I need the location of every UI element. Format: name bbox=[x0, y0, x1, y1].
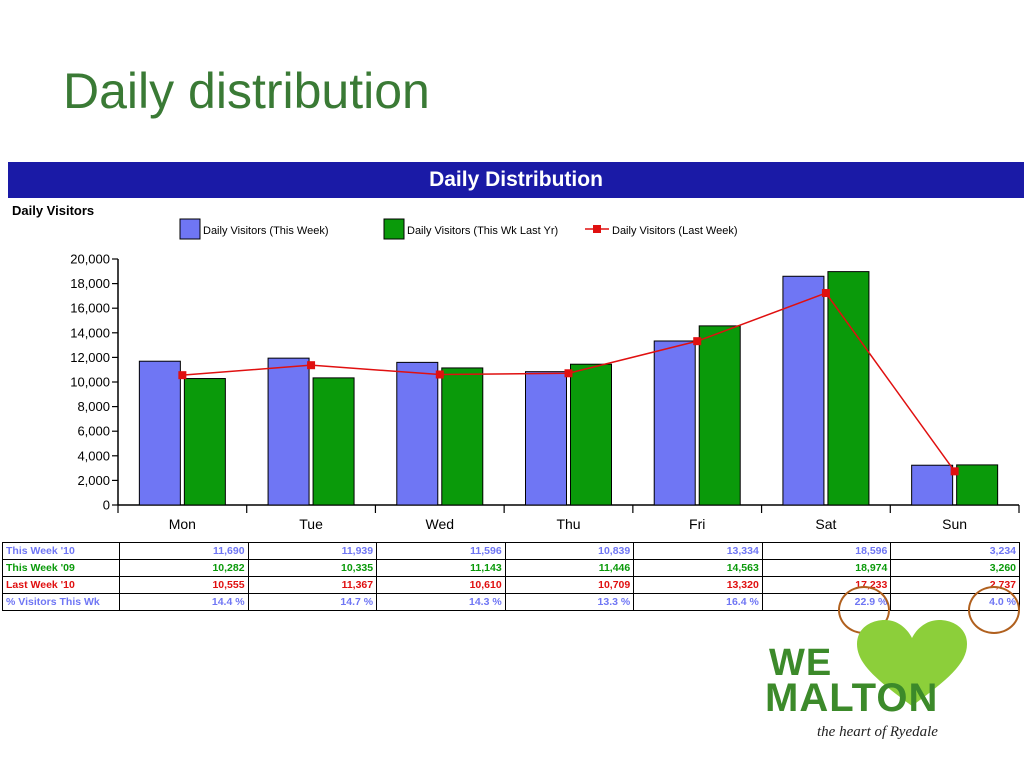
bar bbox=[698, 325, 741, 506]
table-cell: 11,690 bbox=[119, 542, 249, 560]
x-tick-label: Tue bbox=[299, 516, 323, 532]
logo-we-text: WE bbox=[769, 642, 833, 684]
y-tick-label: 6,000 bbox=[77, 424, 110, 439]
table-cell: 14.3 % bbox=[376, 593, 506, 611]
x-tick-label: Sat bbox=[815, 516, 836, 532]
bar bbox=[183, 378, 226, 506]
y-axis-title: Daily Visitors bbox=[12, 203, 95, 218]
table-cell: 16.4 % bbox=[633, 593, 763, 611]
y-axis: 0 2,000 4,000 6,000 8,000 10,000 12,000 14,000 1… bbox=[70, 252, 119, 513]
table-cell: 11,939 bbox=[247, 542, 378, 560]
legend-label: Daily Visitors (This Week) bbox=[203, 225, 329, 237]
logo-malton-text: MALTON bbox=[765, 676, 939, 720]
line-point bbox=[435, 370, 444, 379]
slide-title: Daily distribution bbox=[63, 63, 430, 119]
bar bbox=[396, 361, 439, 506]
table-cell: 18,596 bbox=[761, 542, 892, 560]
legend-label: Daily Visitors (Last Week) bbox=[612, 225, 738, 237]
bar bbox=[911, 464, 954, 506]
highlight-circle-sun bbox=[968, 586, 1020, 634]
table-cell: 13,320 bbox=[633, 576, 763, 594]
line-point bbox=[178, 371, 187, 380]
table-cell: 10,555 bbox=[119, 576, 249, 594]
bar bbox=[827, 271, 870, 506]
y-tick-label: 4,000 bbox=[77, 448, 110, 463]
bar bbox=[782, 275, 825, 506]
legend-swatch bbox=[179, 218, 201, 240]
y-tick-label: 8,000 bbox=[77, 399, 110, 414]
table-cell: 3,260 bbox=[890, 559, 1020, 577]
bar bbox=[570, 363, 612, 506]
y-tick-label: 12,000 bbox=[70, 350, 110, 365]
line-series-group bbox=[178, 289, 959, 476]
x-axis: Mon Tue Wed Thu Fri Sat Sun bbox=[117, 504, 1020, 532]
table-cell: 11,596 bbox=[376, 542, 506, 560]
bar bbox=[138, 360, 181, 506]
table-cell: 14,563 bbox=[633, 559, 763, 577]
table-cell: 11,446 bbox=[504, 559, 635, 577]
table-cell: 13.3 % bbox=[504, 593, 635, 611]
x-tick-label: Thu bbox=[556, 516, 580, 532]
logo-tagline: the heart of Ryedale bbox=[817, 724, 938, 740]
table-cell: 10,709 bbox=[504, 576, 635, 594]
table-cell: 14.4 % bbox=[119, 593, 249, 611]
table-cell: 11,367 bbox=[247, 576, 378, 594]
row-label: This Week '09 bbox=[2, 559, 120, 577]
y-tick-label: 18,000 bbox=[70, 276, 110, 291]
row-label: This Week '10 bbox=[2, 542, 120, 560]
y-tick-label: 14,000 bbox=[70, 325, 110, 340]
y-tick-label: 10,000 bbox=[70, 375, 110, 390]
line-point bbox=[821, 289, 830, 298]
we-malton-logo: WE MALTON the heart of Ryedale bbox=[765, 620, 975, 750]
x-tick-label: Fri bbox=[689, 516, 705, 532]
legend-marker bbox=[593, 225, 601, 233]
y-tick-label: 20,000 bbox=[70, 252, 110, 267]
bar-series-group bbox=[138, 271, 999, 506]
x-tick-label: Wed bbox=[426, 516, 455, 532]
legend-swatch bbox=[383, 218, 405, 240]
line-point bbox=[564, 369, 573, 378]
table-cell: 18,974 bbox=[761, 559, 892, 577]
y-tick-label: 2,000 bbox=[77, 473, 110, 488]
table-cell: 10,282 bbox=[119, 559, 249, 577]
y-tick-label: 0 bbox=[103, 498, 110, 513]
bar bbox=[956, 464, 999, 506]
row-label: % Visitors This Wk bbox=[2, 593, 120, 611]
table-cell: 13,334 bbox=[633, 542, 763, 560]
table-cell: 11,143 bbox=[376, 559, 506, 577]
table-cell: 14.7 % bbox=[247, 593, 378, 611]
table-row-this-week-10: This Week '10 11,690 11,939 11,596 10,83… bbox=[2, 542, 1020, 560]
x-tick-label: Sun bbox=[942, 516, 967, 532]
row-label: Last Week '10 bbox=[2, 576, 120, 594]
table-cell: 3,234 bbox=[890, 542, 1020, 560]
x-tick-label: Mon bbox=[169, 516, 196, 532]
bar bbox=[525, 371, 567, 506]
bar bbox=[267, 357, 310, 506]
bar bbox=[312, 377, 355, 506]
line-point bbox=[307, 361, 316, 370]
legend-label: Daily Visitors (This Wk Last Yr) bbox=[407, 225, 558, 237]
y-tick-label: 16,000 bbox=[70, 301, 110, 316]
chart-legend: Daily Visitors (This Week) Daily Visitors… bbox=[179, 218, 738, 240]
line-point bbox=[950, 467, 959, 476]
table-cell: 10,335 bbox=[247, 559, 378, 577]
heart-icon bbox=[857, 620, 967, 706]
table-cell: 10,839 bbox=[504, 542, 635, 560]
chart-plot: Daily Visitors (This Week) Daily Visitors… bbox=[70, 218, 1020, 532]
table-row-this-week-09: This Week '09 10,282 10,335 11,143 11,44… bbox=[2, 559, 1020, 577]
table-cell: 10,610 bbox=[376, 576, 506, 594]
bar bbox=[441, 367, 484, 506]
line-point bbox=[693, 337, 702, 346]
chart-title-banner: Daily Distribution bbox=[8, 162, 1024, 198]
bar bbox=[653, 340, 696, 506]
